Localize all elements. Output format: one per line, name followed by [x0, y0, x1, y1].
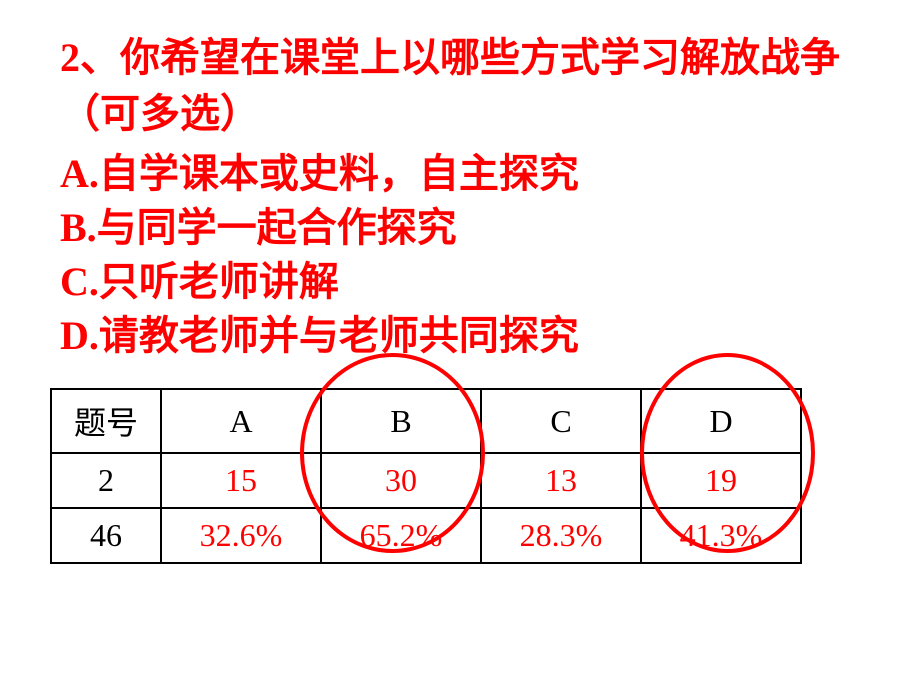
header-d: D	[641, 389, 801, 453]
header-label: 题号	[51, 389, 161, 453]
row-0-label: 2	[51, 453, 161, 508]
table-row: 2 15 30 13 19	[51, 453, 801, 508]
table-header-row: 题号 A B C D	[51, 389, 801, 453]
option-a: A.自学课本或史料，自主探究	[60, 147, 860, 201]
row-1-b: 65.2%	[321, 508, 481, 563]
option-b: B.与同学一起合作探究	[60, 201, 860, 255]
results-table: 题号 A B C D 2 15 30 13 19 46 32.6% 65.2% …	[50, 388, 802, 564]
row-1-a: 32.6%	[161, 508, 321, 563]
header-b: B	[321, 389, 481, 453]
row-1-label: 46	[51, 508, 161, 563]
header-c: C	[481, 389, 641, 453]
option-c: C.只听老师讲解	[60, 255, 860, 309]
row-0-d: 19	[641, 453, 801, 508]
table-row: 46 32.6% 65.2% 28.3% 41.3%	[51, 508, 801, 563]
row-0-c: 13	[481, 453, 641, 508]
row-0-b: 30	[321, 453, 481, 508]
question-title: 2、你希望在课堂上以哪些方式学习解放战争（可多选）	[60, 30, 860, 142]
row-1-d: 41.3%	[641, 508, 801, 563]
row-0-a: 15	[161, 453, 321, 508]
table-container: 题号 A B C D 2 15 30 13 19 46 32.6% 65.2% …	[50, 388, 860, 564]
option-d: D.请教老师并与老师共同探究	[60, 309, 860, 363]
row-1-c: 28.3%	[481, 508, 641, 563]
header-a: A	[161, 389, 321, 453]
